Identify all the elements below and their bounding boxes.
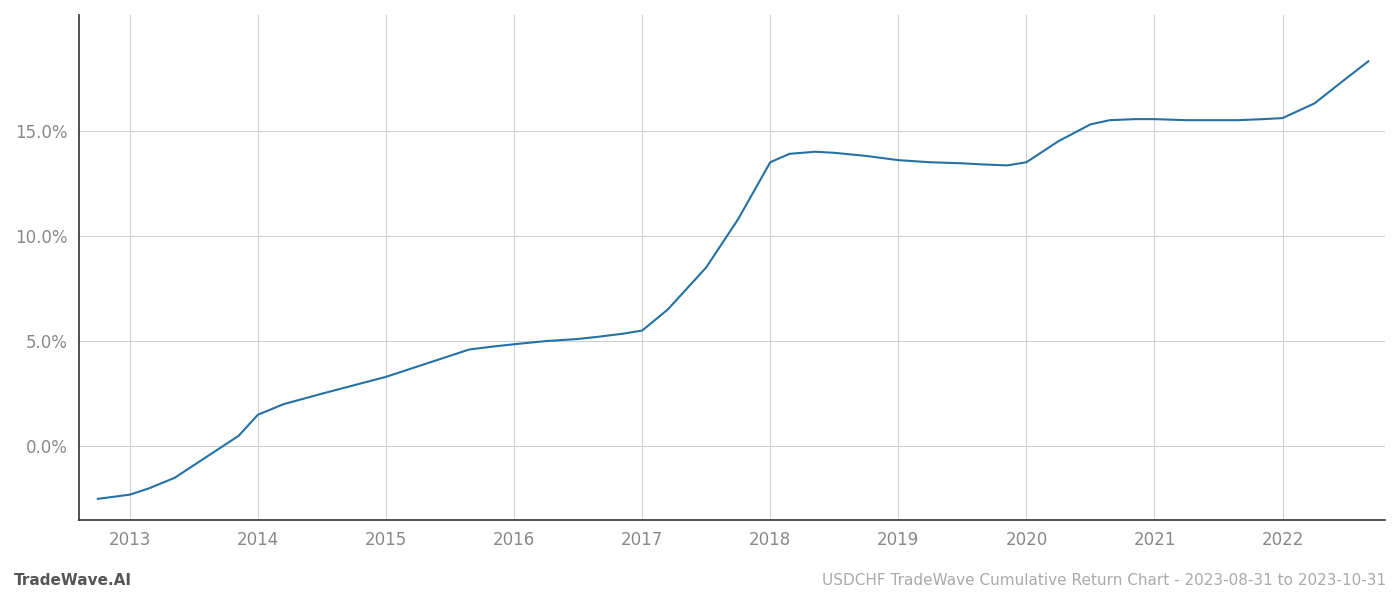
Text: USDCHF TradeWave Cumulative Return Chart - 2023-08-31 to 2023-10-31: USDCHF TradeWave Cumulative Return Chart… bbox=[822, 573, 1386, 588]
Text: TradeWave.AI: TradeWave.AI bbox=[14, 573, 132, 588]
